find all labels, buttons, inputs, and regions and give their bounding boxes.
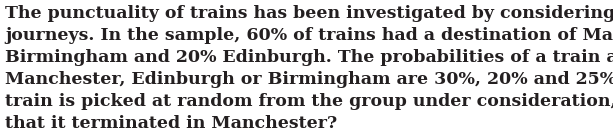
- Text: Birmingham and 20% Edinburgh. The probabilities of a train arriving late in: Birmingham and 20% Edinburgh. The probab…: [5, 49, 613, 66]
- Text: train is picked at random from the group under consideration, what is the probab: train is picked at random from the group…: [5, 93, 613, 110]
- Text: that it terminated in Manchester?: that it terminated in Manchester?: [5, 115, 337, 132]
- Text: Manchester, Edinburgh or Birmingham are 30%, 20% and 25% respectively. If a late: Manchester, Edinburgh or Birmingham are …: [5, 71, 613, 88]
- Text: The punctuality of trains has been investigated by considering a number of train: The punctuality of trains has been inves…: [5, 5, 613, 22]
- Text: journeys. In the sample, 60% of trains had a destination of Manchester, 20%: journeys. In the sample, 60% of trains h…: [5, 27, 613, 44]
